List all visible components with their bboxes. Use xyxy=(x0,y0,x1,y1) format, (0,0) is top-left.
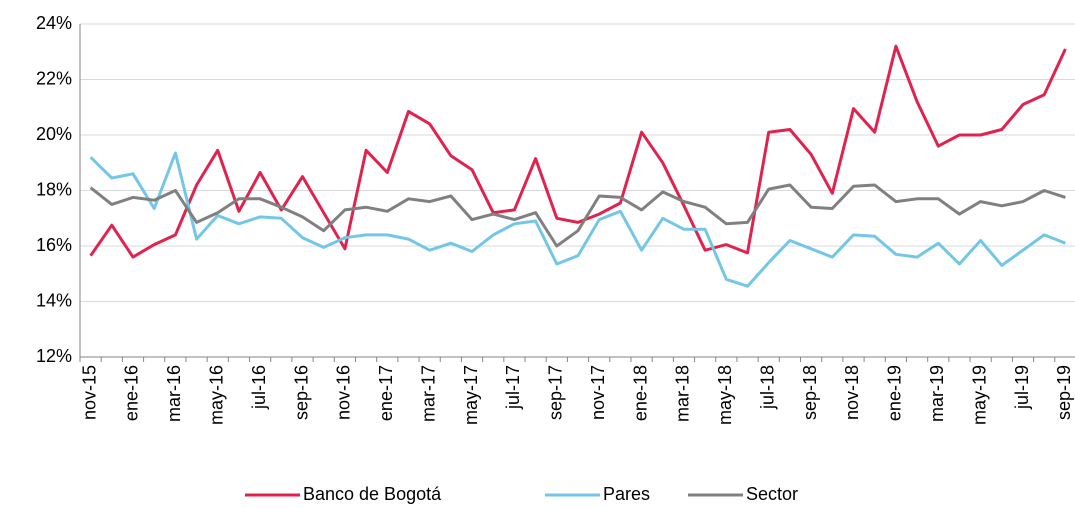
x-tick-label: ene-16 xyxy=(122,365,142,421)
x-tick-label: sep-19 xyxy=(1054,365,1074,420)
x-tick-label: nov-16 xyxy=(334,365,354,420)
x-tick-label: mar-18 xyxy=(673,365,693,422)
x-tick-label: jul-18 xyxy=(757,365,777,410)
series-line xyxy=(89,151,1066,288)
x-tick-label: may-17 xyxy=(461,365,481,425)
y-tick-label: 12% xyxy=(36,346,72,366)
y-tick-label: 14% xyxy=(36,290,72,310)
y-tick-label: 18% xyxy=(36,179,72,199)
legend-label: Pares xyxy=(603,484,650,504)
x-tick-label: nov-15 xyxy=(79,365,99,420)
x-tick-label: ene-17 xyxy=(376,365,396,421)
y-tick-label: 22% xyxy=(36,68,72,88)
x-tick-label: jul-19 xyxy=(1012,365,1032,410)
x-tick-label: nov-18 xyxy=(842,365,862,420)
legend-label: Banco de Bogotá xyxy=(303,484,442,504)
x-tick-label: jul-16 xyxy=(249,365,269,410)
y-tick-label: 24% xyxy=(36,13,72,33)
x-tick-label: mar-16 xyxy=(164,365,184,422)
x-tick-label: may-18 xyxy=(715,365,735,425)
x-tick-label: mar-17 xyxy=(418,365,438,422)
series-line xyxy=(89,183,1066,248)
x-tick-label: mar-19 xyxy=(927,365,947,422)
x-tick-label: nov-17 xyxy=(588,365,608,420)
x-tick-label: may-16 xyxy=(206,365,226,425)
x-tick-label: may-19 xyxy=(969,365,989,425)
legend-label: Sector xyxy=(746,484,798,504)
x-tick-label: sep-16 xyxy=(291,365,311,420)
x-tick-label: sep-17 xyxy=(546,365,566,420)
x-tick-label: ene-19 xyxy=(885,365,905,421)
x-tick-label: ene-18 xyxy=(630,365,650,421)
series-line xyxy=(89,44,1067,259)
x-tick-label: jul-17 xyxy=(503,365,523,410)
y-tick-label: 20% xyxy=(36,124,72,144)
x-tick-label: sep-18 xyxy=(800,365,820,420)
y-tick-label: 16% xyxy=(36,235,72,255)
